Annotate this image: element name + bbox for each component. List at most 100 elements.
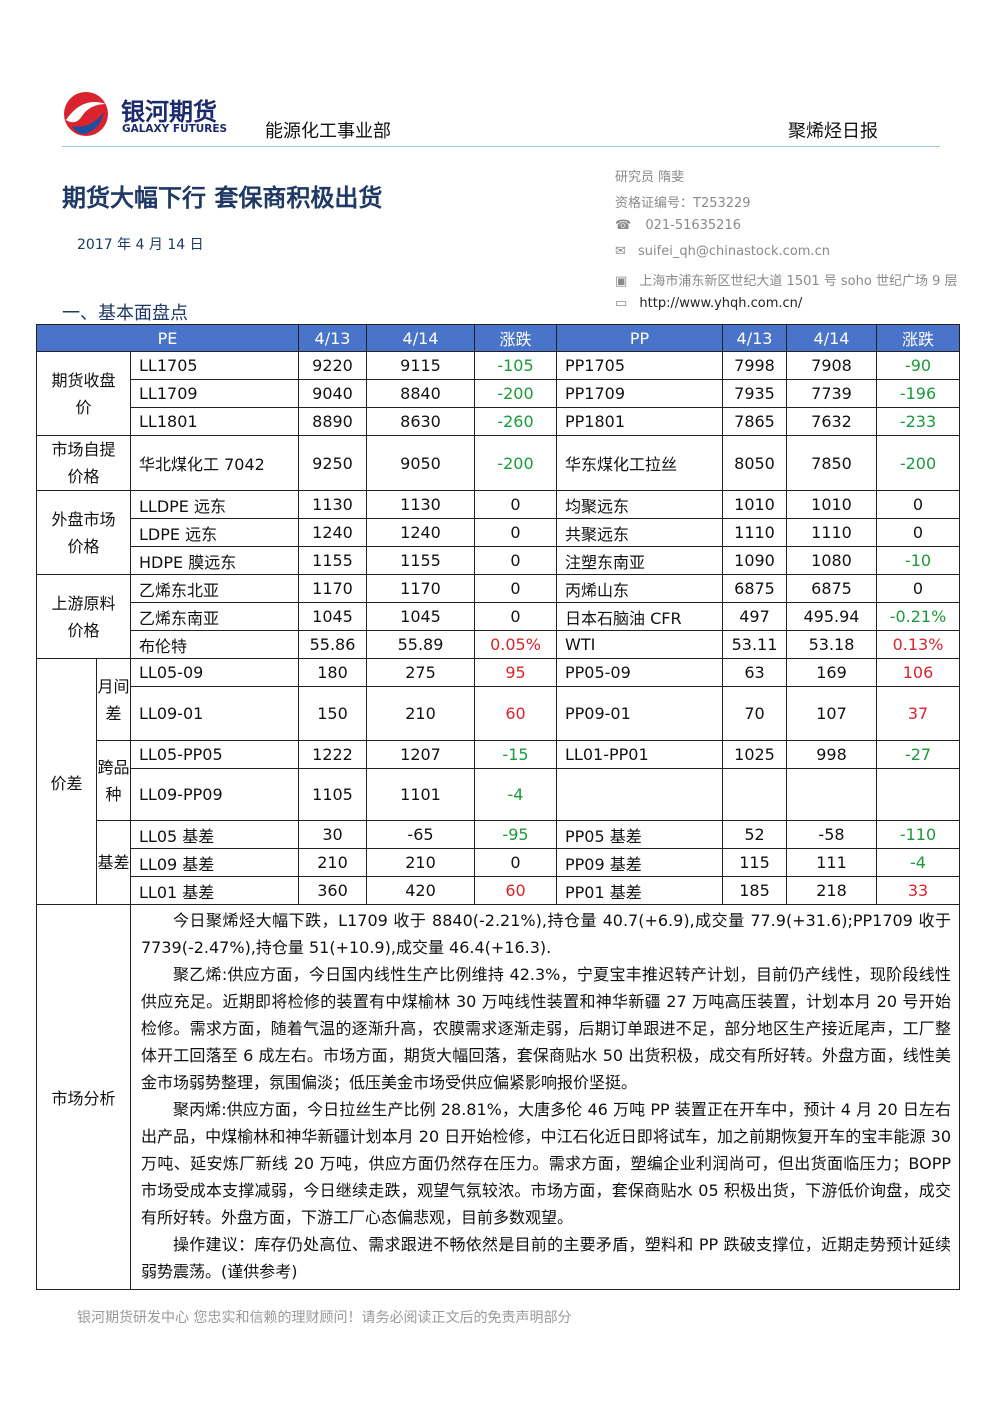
analysis-row: 市场分析 今日聚烯烃大幅下跌，L1709 收于 8840(-2.21%),持仓量 … (36, 904, 960, 1290)
price: 1101 (366, 768, 475, 821)
row: HDPE 膜远东 1155 1155 0 注塑东南亚 1090 1080 -10 (37, 546, 960, 575)
item-name: LL05-PP05 (130, 740, 299, 769)
price: 1170 (298, 574, 367, 603)
item-name: 乙烯东南亚 (130, 602, 299, 631)
change: 0.13% (876, 630, 960, 659)
change: -10 (876, 546, 960, 575)
item-name: LL09 基差 (130, 848, 299, 877)
row: 上游原料价格 乙烯东北亚 1170 1170 0 丙烯山东 6875 6875 0 (36, 574, 960, 659)
item-name: PP01 基差 (556, 876, 723, 905)
change (876, 768, 960, 821)
item-name: PP09 基差 (556, 848, 723, 877)
header-cell: 涨跌 (474, 324, 557, 352)
row: LL09-PP09 1105 1101 -4 (37, 768, 960, 821)
row: 跨品种 LL05-PP05 1222 1207 -15 LL01-PP01 1025 998-… (37, 740, 960, 821)
change: 0 (474, 490, 557, 519)
change: -110 (876, 820, 960, 849)
price: 1240 (366, 518, 475, 547)
price: 1155 (298, 546, 367, 575)
item-name: LL1801 (130, 407, 299, 436)
change: 0 (876, 574, 960, 603)
price: 55.86 (298, 630, 367, 659)
logo-en: GALAXY FUTURES (122, 123, 228, 135)
footer: 银河期货研发中心 您忠实和信赖的理财顾问！请务必阅读正文后的免责声明部分 (77, 1310, 572, 1326)
header-cell: PE (36, 324, 299, 352)
price: 1130 (366, 490, 475, 519)
price: 7908 (786, 351, 877, 380)
row: 外盘市场价格 LLDPE 远东 1130 1130 0 均聚远东 1010 1010 0 (36, 490, 960, 575)
item-name: LL1709 (130, 379, 299, 408)
header-cell: 4/13 (298, 324, 367, 352)
price: 1010 (722, 490, 787, 519)
email-text: suifei_qh@chinastock.com.cn (638, 244, 830, 259)
title: 期货大幅下行 套保商积极出货 (62, 184, 383, 212)
price: 55.89 (366, 630, 475, 659)
sub-label: 月间差 (96, 658, 131, 741)
item-name: PP09-01 (556, 686, 723, 741)
change: -200 (474, 379, 557, 408)
change: 0 (876, 518, 960, 547)
change: -200 (876, 435, 960, 491)
item-name: LL1705 (130, 351, 299, 380)
change: -233 (876, 407, 960, 436)
price: 1240 (298, 518, 367, 547)
price: 9220 (298, 351, 367, 380)
price: 9250 (298, 435, 367, 491)
price: 7998 (722, 351, 787, 380)
paragraph: 聚丙烯:供应方面，今日拉丝生产比例 28.81%，大唐多伦 46 万吨 PP 装… (141, 1100, 951, 1227)
section-heading: 一、基本面盘点 (62, 303, 188, 324)
change: 60 (474, 686, 557, 741)
change: -105 (474, 351, 557, 380)
price: 1110 (786, 518, 877, 547)
item-name: PP05 基差 (556, 820, 723, 849)
price: 1025 (722, 740, 787, 769)
change: -200 (474, 435, 557, 491)
item-name: 共聚远东 (556, 518, 723, 547)
price: 8840 (366, 379, 475, 408)
address: ▣ 上海市浦东新区世纪大道 1501 号 soho 世纪广场 9 层 (615, 274, 958, 289)
item-name: LL05-09 (130, 658, 299, 687)
item-name: LL09-01 (130, 686, 299, 741)
price: 275 (366, 658, 475, 687)
item-name: 注塑东南亚 (556, 546, 723, 575)
change: 0 (474, 574, 557, 603)
header-cell: 涨跌 (876, 324, 960, 352)
row: 价差 月间差 LL05-09 180 275 95 PP05-09 63 169 106 (36, 658, 960, 905)
price: 1045 (298, 602, 367, 631)
phone: ☎ 021-51635216 (615, 218, 741, 233)
price: 52 (722, 820, 787, 849)
price (722, 768, 787, 821)
item-name: 布伦特 (130, 630, 299, 659)
item-name: PP1801 (556, 407, 723, 436)
price: 7850 (786, 435, 877, 491)
price: 7739 (786, 379, 877, 408)
item-name: LL09-PP09 (130, 768, 299, 821)
price: 9050 (366, 435, 475, 491)
price: 63 (722, 658, 787, 687)
analyst-info: 研究员 隋斐 资格证编号：T253229 ☎ 021-51635216 ✉ su… (615, 166, 965, 316)
item-name: 日本石脑油 CFR (556, 602, 723, 631)
price: 7865 (722, 407, 787, 436)
header-rule (62, 146, 940, 147)
price: 169 (786, 658, 877, 687)
price: 53.11 (722, 630, 787, 659)
price: 218 (786, 876, 877, 905)
header-cell: 4/14 (366, 324, 475, 352)
change: 95 (474, 658, 557, 687)
paragraph: 聚乙烯:供应方面，今日国内线性生产比例维持 42.3%，宁夏宝丰推迟转产计划，目… (141, 965, 951, 1092)
sub-label: 基差 (96, 820, 131, 905)
item-name: WTI (556, 630, 723, 659)
price: 70 (722, 686, 787, 741)
row: LL1709 9040 8840 -200 PP1709 7935 7739 -196 (37, 379, 960, 408)
data-table: PE 4/13 4/14 涨跌 PP 4/13 4/14 涨跌 期货收盘价 LL1705 9220 9… (36, 324, 960, 1290)
row: LL01 基差 360 420 60 PP01 基差 185 218 33 (37, 876, 960, 905)
email: ✉ suifei_qh@chinastock.com.cn (615, 244, 830, 259)
analyst: 研究员 隋斐 (615, 170, 685, 185)
phone-text: 021-51635216 (645, 218, 741, 233)
logo-cn: 银河期货 (121, 98, 217, 126)
row: LL09-01 150 210 60 PP09-01 70 107 37 (37, 686, 960, 741)
change: 0 (876, 490, 960, 519)
change: -4 (474, 768, 557, 821)
change: -260 (474, 407, 557, 436)
